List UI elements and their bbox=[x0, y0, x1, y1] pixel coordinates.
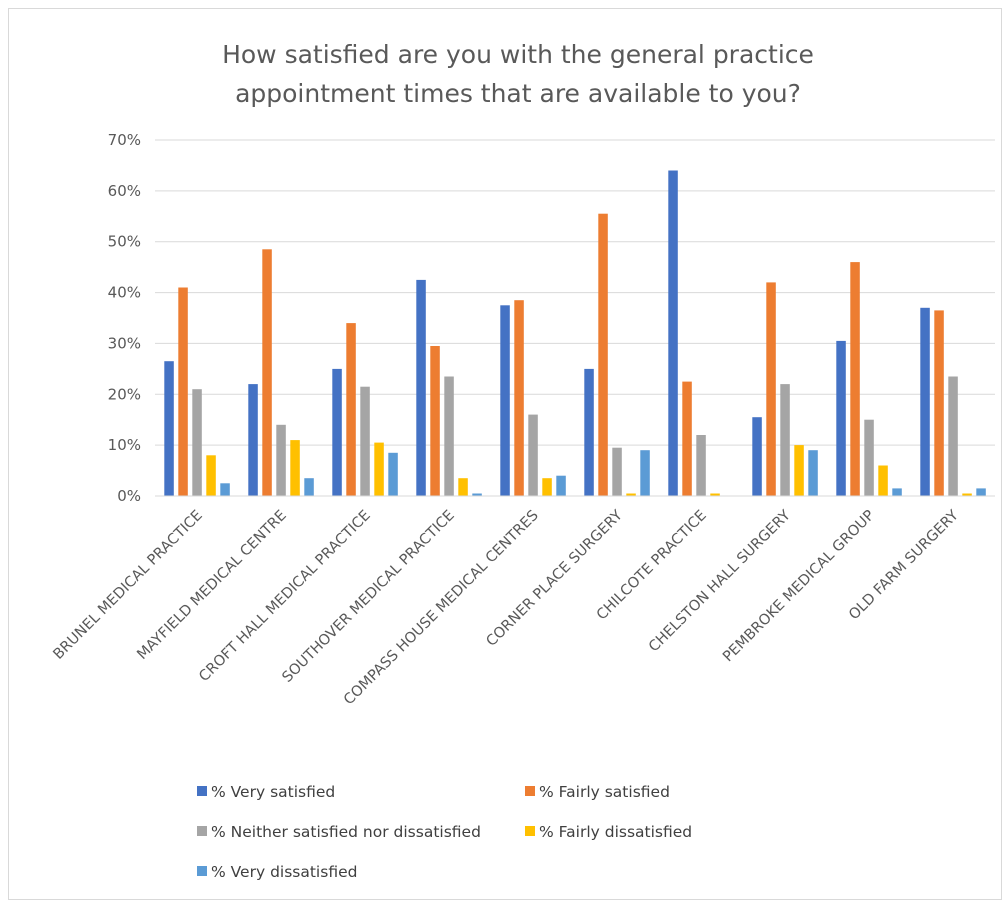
bar bbox=[640, 450, 650, 496]
bar bbox=[612, 447, 622, 496]
y-tick-label: 50% bbox=[108, 233, 141, 251]
y-tick-label: 60% bbox=[108, 182, 141, 200]
x-category-label: BRUNEL MEDICAL PRACTICE bbox=[51, 508, 206, 663]
bar bbox=[304, 478, 314, 496]
bar bbox=[220, 483, 230, 496]
legend-label: % Fairly dissatisfied bbox=[539, 823, 692, 841]
chart: How satisfied are you with the general p… bbox=[51, 40, 995, 881]
x-category-label: SOUTHOVER MEDICAL PRACTICE bbox=[279, 508, 457, 686]
x-category-label: CROFT HALL MEDICAL PRACTICE bbox=[196, 508, 374, 686]
bar bbox=[976, 488, 986, 496]
bar bbox=[542, 478, 552, 496]
bar bbox=[430, 346, 440, 496]
bar bbox=[360, 386, 370, 496]
bar bbox=[598, 213, 608, 496]
bar bbox=[948, 376, 958, 496]
bar bbox=[262, 249, 272, 496]
bar bbox=[892, 488, 902, 496]
bar bbox=[920, 307, 930, 496]
legend: % Very satisfied % Fairly satisfied % Neit… bbox=[197, 783, 692, 881]
legend-swatch bbox=[525, 786, 535, 796]
bars bbox=[164, 170, 986, 496]
bar bbox=[794, 445, 804, 496]
bar bbox=[346, 323, 356, 496]
y-tick-label: 0% bbox=[117, 487, 141, 505]
bar bbox=[514, 300, 524, 496]
bar bbox=[626, 493, 636, 496]
chart-frame: How satisfied are you with the general p… bbox=[8, 8, 1002, 900]
bar bbox=[472, 493, 482, 496]
bar bbox=[962, 493, 972, 496]
legend-label: % Neither satisfied nor dissatisfied bbox=[211, 823, 481, 841]
legend-swatch bbox=[197, 786, 207, 796]
chart-title-line-1: How satisfied are you with the general p… bbox=[222, 40, 814, 69]
bar bbox=[332, 368, 342, 496]
bar bbox=[878, 465, 888, 496]
bar bbox=[416, 279, 426, 496]
x-category-label: COMPASS HOUSE MEDICAL CENTRES bbox=[341, 508, 542, 709]
bar bbox=[710, 493, 720, 496]
bar bbox=[696, 435, 706, 496]
legend-swatch bbox=[197, 826, 207, 836]
y-tick-label: 40% bbox=[108, 284, 141, 302]
bar bbox=[780, 384, 790, 496]
bar bbox=[276, 424, 286, 496]
bar bbox=[248, 384, 258, 496]
bar bbox=[458, 478, 468, 496]
bar bbox=[192, 389, 202, 496]
y-axis: 0% 10% 20% 30% 40% 50% 60% 70% bbox=[108, 131, 141, 505]
x-category-label: MAYFIELD MEDICAL CENTRE bbox=[134, 508, 289, 663]
bar bbox=[682, 381, 692, 496]
bar bbox=[752, 417, 762, 496]
bar bbox=[164, 361, 174, 496]
bar bbox=[206, 455, 216, 496]
legend-label: % Fairly satisfied bbox=[539, 783, 670, 801]
x-category-label: CHELSTON HALL SURGERY bbox=[646, 507, 794, 655]
bar bbox=[374, 442, 384, 496]
y-tick-label: 20% bbox=[108, 385, 141, 403]
chart-title-line-2: appointment times that are available to … bbox=[235, 79, 801, 108]
bar bbox=[808, 450, 818, 496]
bar bbox=[528, 414, 538, 496]
x-category-label: CORNER PLACE SURGERY bbox=[483, 507, 625, 649]
bar bbox=[766, 282, 776, 496]
legend-label: % Very dissatisfied bbox=[211, 863, 357, 881]
bar bbox=[388, 452, 398, 496]
bar bbox=[850, 262, 860, 496]
bar bbox=[864, 419, 874, 496]
y-tick-label: 10% bbox=[108, 436, 141, 454]
bar bbox=[934, 310, 944, 496]
x-category-label: PEMBROKE MEDICAL GROUP bbox=[720, 507, 878, 665]
bar bbox=[584, 368, 594, 496]
bar bbox=[668, 170, 678, 496]
legend-swatch bbox=[197, 866, 207, 876]
bar bbox=[290, 440, 300, 496]
legend-swatch bbox=[525, 826, 535, 836]
legend-label: % Very satisfied bbox=[211, 783, 335, 801]
bar bbox=[836, 340, 846, 496]
y-tick-label: 30% bbox=[108, 334, 141, 352]
y-tick-label: 70% bbox=[108, 131, 141, 149]
bar bbox=[444, 376, 454, 496]
bar bbox=[500, 305, 510, 496]
bar bbox=[556, 475, 566, 496]
chart-title: How satisfied are you with the general p… bbox=[222, 40, 814, 108]
bar bbox=[178, 287, 188, 496]
